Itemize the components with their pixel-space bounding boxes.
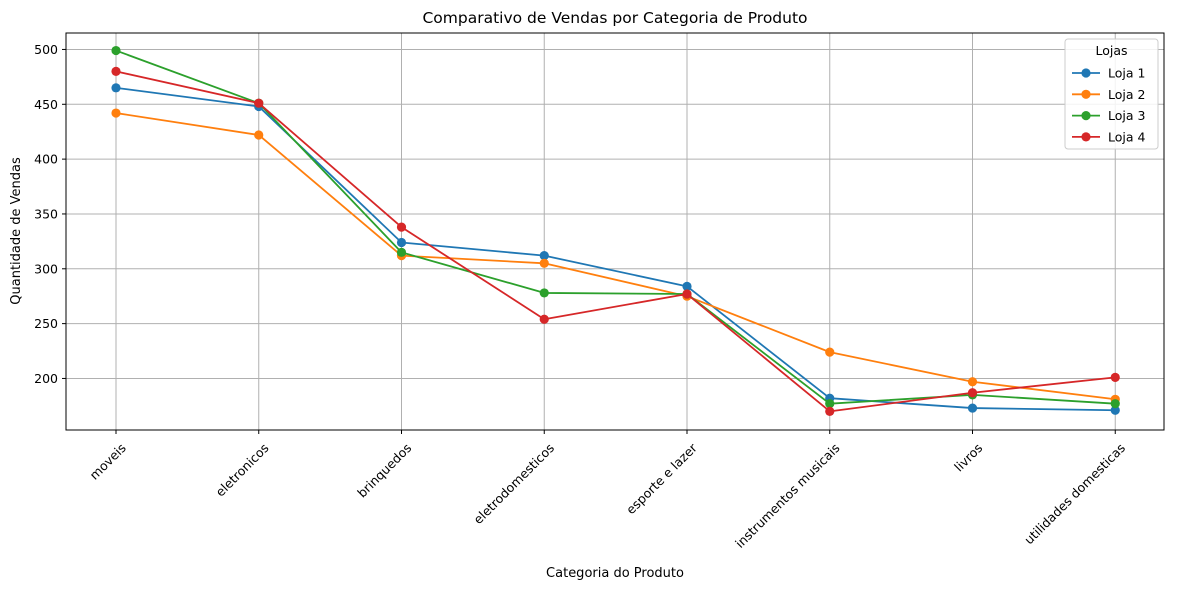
legend-item: Loja 3 <box>1072 108 1145 123</box>
legend-item: Loja 1 <box>1072 66 1145 81</box>
data-point <box>396 222 407 232</box>
data-point <box>967 377 978 387</box>
legend-marker <box>1081 132 1091 142</box>
data-point <box>111 66 121 76</box>
legend-label: Loja 2 <box>1108 87 1145 102</box>
data-point <box>111 83 121 93</box>
data-point <box>254 130 264 140</box>
data-point <box>825 406 835 416</box>
y-tick-label: 250 <box>34 316 58 331</box>
legend-label: Loja 3 <box>1108 108 1145 123</box>
legend-label: Loja 1 <box>1108 66 1145 81</box>
legend: Lojas Loja 1 Loja 2 Loja 3 Loja 4 <box>1064 38 1159 150</box>
data-point <box>1110 372 1120 382</box>
series-layer <box>111 45 1120 416</box>
legend-frame <box>1064 38 1159 150</box>
data-point <box>539 258 549 268</box>
y-tick-label: 450 <box>34 97 58 112</box>
data-point <box>825 399 835 409</box>
y-axis-title: Quantidade de Vendas <box>9 157 24 305</box>
y-tick-label: 400 <box>34 152 58 167</box>
series-line <box>115 112 1116 401</box>
plot-area-frame <box>65 32 1165 431</box>
data-point <box>254 98 264 108</box>
data-point <box>825 347 835 357</box>
y-tick-label: 500 <box>34 42 58 57</box>
legend-marker <box>1081 68 1091 78</box>
data-point <box>396 247 407 257</box>
legend-marker <box>1081 111 1091 121</box>
y-tick-label: 300 <box>34 261 58 276</box>
series-loja-4 <box>111 66 1120 416</box>
data-point <box>396 237 407 248</box>
data-point <box>111 45 121 56</box>
legend-label: Loja 4 <box>1108 129 1145 144</box>
data-point <box>682 281 692 291</box>
data-point <box>967 388 978 398</box>
legend-title: Lojas <box>1095 43 1127 58</box>
data-point <box>1110 399 1120 409</box>
chart-title: Comparativo de Vendas por Categoria de P… <box>422 9 807 27</box>
grid <box>66 33 1164 430</box>
data-point <box>539 251 549 261</box>
y-tick-label: 350 <box>34 206 58 221</box>
y-tick-label: 200 <box>34 371 58 386</box>
data-point <box>539 288 549 298</box>
legend-marker <box>1081 89 1091 99</box>
series-line <box>115 70 1116 413</box>
x-axis-title: Categoria do Produto <box>546 566 684 581</box>
y-axis: 200 250 300 350 400 450 500 <box>34 42 66 386</box>
data-point <box>539 314 549 324</box>
legend-item: Loja 4 <box>1072 129 1145 144</box>
data-point <box>1110 405 1120 415</box>
data-point <box>111 108 121 118</box>
legend-item: Loja 2 <box>1072 87 1145 102</box>
data-point <box>682 289 692 299</box>
data-point <box>967 403 978 413</box>
